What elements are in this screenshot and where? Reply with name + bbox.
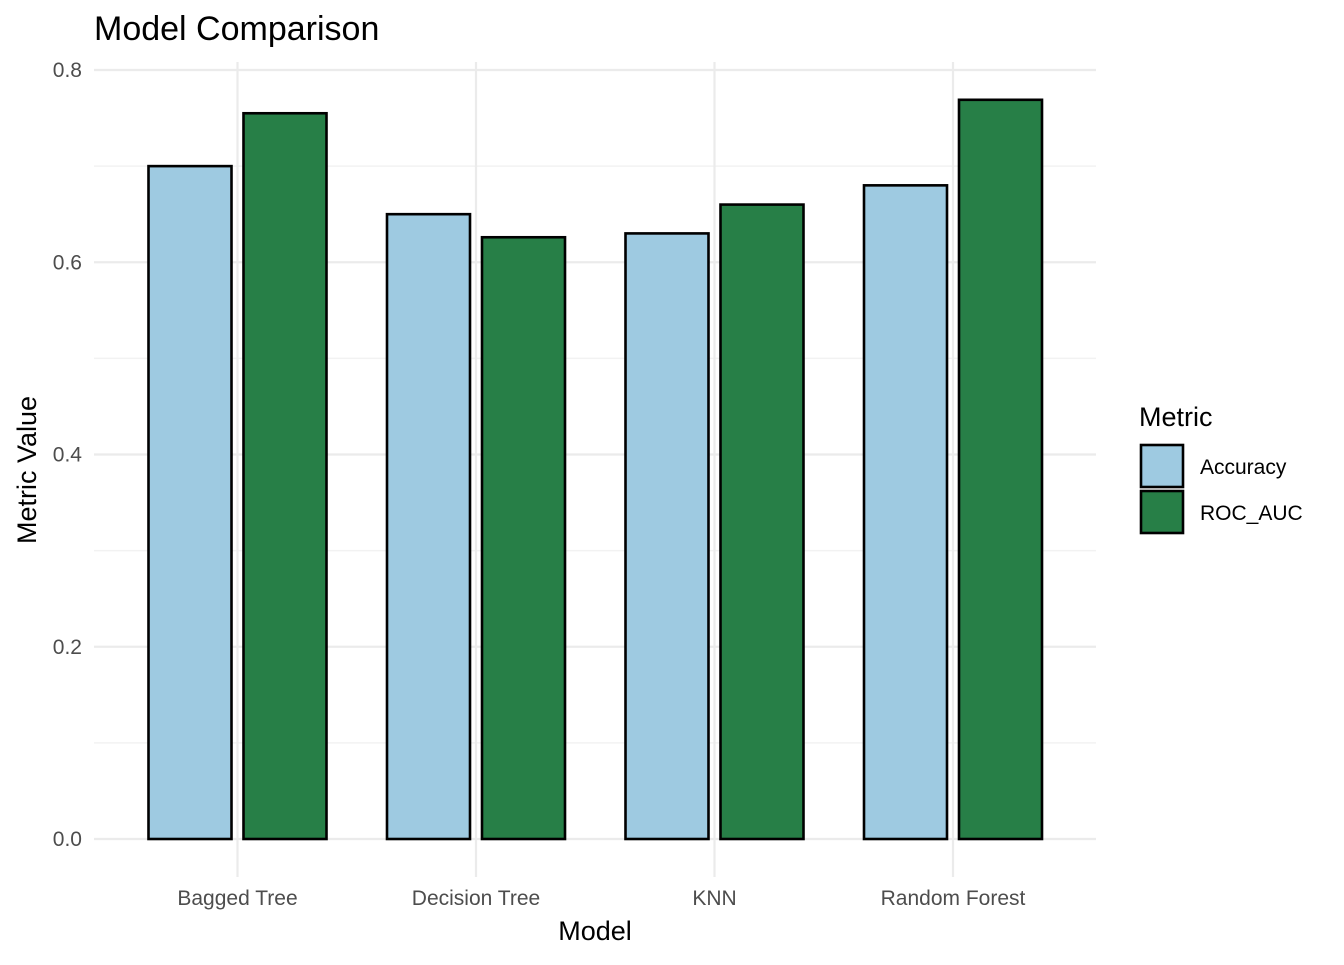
chart-title: Model Comparison [94, 10, 379, 48]
y-tick-label: 0.2 [53, 636, 82, 659]
bar-roc-auc-bagged-tree [242, 111, 328, 841]
legend: Metric Accuracy ROC_AUC [1139, 402, 1303, 535]
y-tick-label: 0.8 [53, 59, 82, 82]
legend-label: Accuracy [1200, 456, 1287, 479]
bar-accuracy-knn [624, 232, 710, 841]
y-tick-label: 0.6 [53, 251, 82, 274]
x-tick-label: KNN [692, 887, 736, 910]
x-tick-label: Bagged Tree [177, 887, 297, 910]
legend-items: Accuracy ROC_AUC [1139, 443, 1303, 535]
bar-accuracy-random-forest [862, 184, 949, 841]
bar-accuracy-bagged-tree [147, 164, 233, 841]
legend-label: ROC_AUC [1200, 502, 1303, 525]
x-tick-label: Decision Tree [412, 887, 540, 910]
y-tick-label: 0.4 [53, 444, 83, 467]
bar-roc-auc-decision-tree [480, 235, 567, 841]
bars [147, 98, 1044, 841]
x-axis-title: Model [558, 916, 632, 946]
x-tick-label: Random Forest [881, 887, 1026, 910]
x-axis-ticks: Bagged Tree Decision Tree KNN Random Forest [177, 887, 1025, 910]
bar-roc-auc-knn [719, 203, 805, 841]
legend-swatch-accuracy [1139, 443, 1185, 489]
bar-roc-auc-random-forest [957, 98, 1044, 841]
legend-swatch-roc-auc [1139, 489, 1185, 535]
legend-title: Metric [1139, 402, 1213, 432]
y-tick-label: 0.0 [53, 828, 82, 851]
y-axis-ticks: 0.0 0.2 0.4 0.6 0.8 [53, 59, 83, 851]
bar-accuracy-decision-tree [385, 212, 472, 841]
y-axis-title: Metric Value [12, 396, 42, 544]
